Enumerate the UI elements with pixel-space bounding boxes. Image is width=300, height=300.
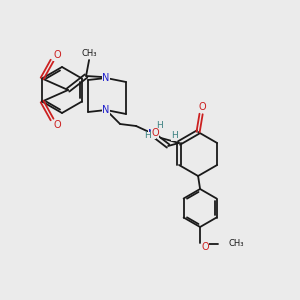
- Text: N: N: [102, 73, 110, 83]
- Text: H: H: [156, 122, 163, 130]
- Text: CH₃: CH₃: [228, 239, 244, 248]
- Text: N: N: [102, 105, 110, 115]
- Text: O: O: [151, 128, 159, 138]
- Text: CH₃: CH₃: [81, 49, 97, 58]
- Text: O: O: [53, 50, 61, 61]
- Text: H: H: [171, 131, 178, 140]
- Text: O: O: [53, 119, 61, 130]
- Text: N: N: [148, 129, 156, 139]
- Text: O: O: [201, 242, 209, 252]
- Text: H: H: [144, 131, 150, 140]
- Text: O: O: [198, 102, 206, 112]
